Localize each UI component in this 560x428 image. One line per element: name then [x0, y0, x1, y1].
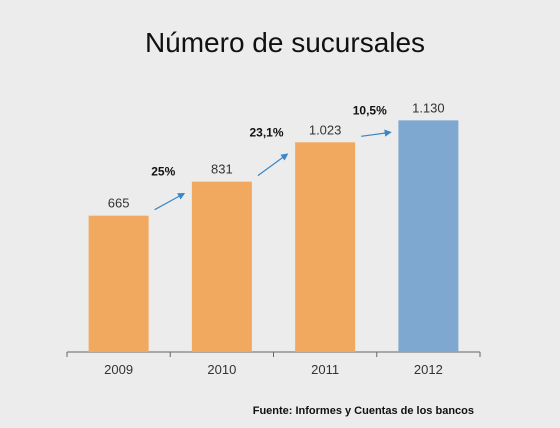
bar-value-label: 665 [108, 196, 130, 211]
x-tick-label: 2010 [207, 362, 236, 377]
chart-title: Número de sucursales [145, 27, 425, 58]
bar-2009 [88, 215, 149, 352]
source-note: Fuente: Informes y Cuentas de los bancos [253, 405, 474, 417]
x-tick-label: 2012 [414, 362, 443, 377]
bar-2012 [398, 120, 459, 352]
x-tick-label: 2009 [104, 362, 133, 377]
bar-2011 [295, 142, 356, 352]
growth-label: 25% [151, 165, 175, 179]
growth-arrow [154, 192, 186, 211]
bar-value-label: 1.130 [412, 100, 445, 115]
growth-arrow [257, 153, 289, 177]
growth-label: 23,1% [249, 125, 283, 139]
bar-value-label: 1.023 [309, 122, 342, 137]
plot-area: 665 2009 831 2010 1.023 2011 1.130 2012 25% 23,1%… [66, 100, 481, 377]
growth-label: 10,5% [353, 103, 387, 117]
growth-arrow [361, 129, 392, 137]
bar-2010 [191, 181, 252, 352]
x-tick-label: 2011 [311, 362, 339, 377]
bar-value-label: 831 [211, 162, 233, 177]
